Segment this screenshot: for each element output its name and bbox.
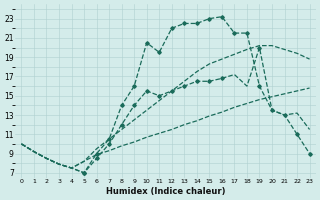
X-axis label: Humidex (Indice chaleur): Humidex (Indice chaleur) bbox=[106, 187, 225, 196]
